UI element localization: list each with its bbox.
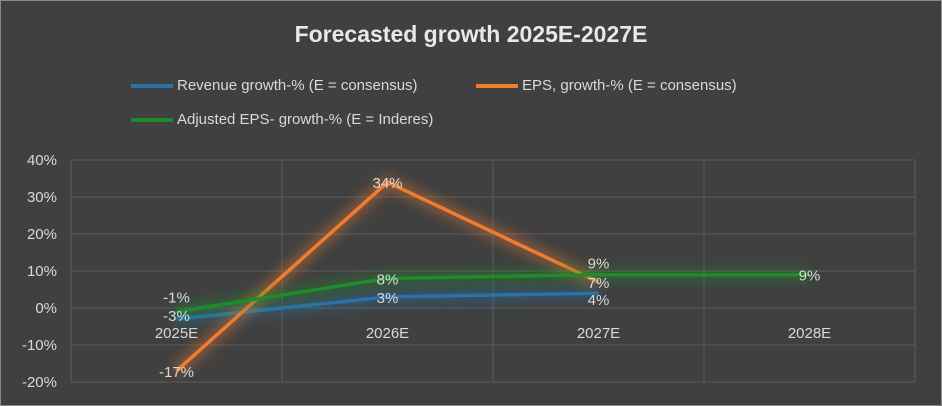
legend-label: EPS, growth-% (E = consensus) [522, 77, 737, 94]
x-tick-label: 2028E [788, 325, 831, 342]
data-label: 3% [377, 290, 399, 307]
y-tick-label: 0% [35, 300, 57, 317]
data-label: -17% [159, 364, 194, 381]
series-line-2 [176, 272, 810, 314]
y-tick-label: -20% [22, 374, 57, 391]
data-label: 9% [588, 256, 610, 273]
legend-swatch [131, 117, 173, 122]
x-tick-label: 2026E [366, 325, 409, 342]
legend-item-eps: EPS, growth-% (E = consensus) [476, 77, 737, 94]
data-label: 34% [372, 175, 402, 192]
series-line-1 [175, 180, 600, 373]
data-label: -3% [163, 308, 190, 325]
y-tick-label: 30% [27, 189, 57, 206]
x-tick-label: 2027E [577, 325, 620, 342]
data-label: 9% [799, 268, 821, 285]
data-label: 4% [588, 292, 610, 309]
legend-swatch [476, 83, 518, 88]
x-tick-label: 2025E [155, 325, 198, 342]
legend-label: Adjusted EPS- growth-% (E = Inderes) [177, 111, 434, 128]
y-tick-label: 10% [27, 263, 57, 280]
legend-label: Revenue growth-% (E = consensus) [177, 77, 418, 94]
legend-item-revenue: Revenue growth-% (E = consensus) [131, 77, 418, 94]
chart-title: Forecasted growth 2025E-2027E [294, 21, 648, 47]
y-tick-label: 20% [27, 226, 57, 243]
legend-item-adjusted-eps: Adjusted EPS- growth-% (E = Inderes) [131, 111, 433, 128]
legend-swatch [131, 83, 173, 88]
y-tick-label: -10% [22, 337, 57, 354]
data-label: -1% [163, 290, 190, 307]
y-tick-label: 40% [27, 152, 57, 169]
data-label: 8% [377, 271, 399, 288]
data-label: 7% [588, 275, 610, 292]
